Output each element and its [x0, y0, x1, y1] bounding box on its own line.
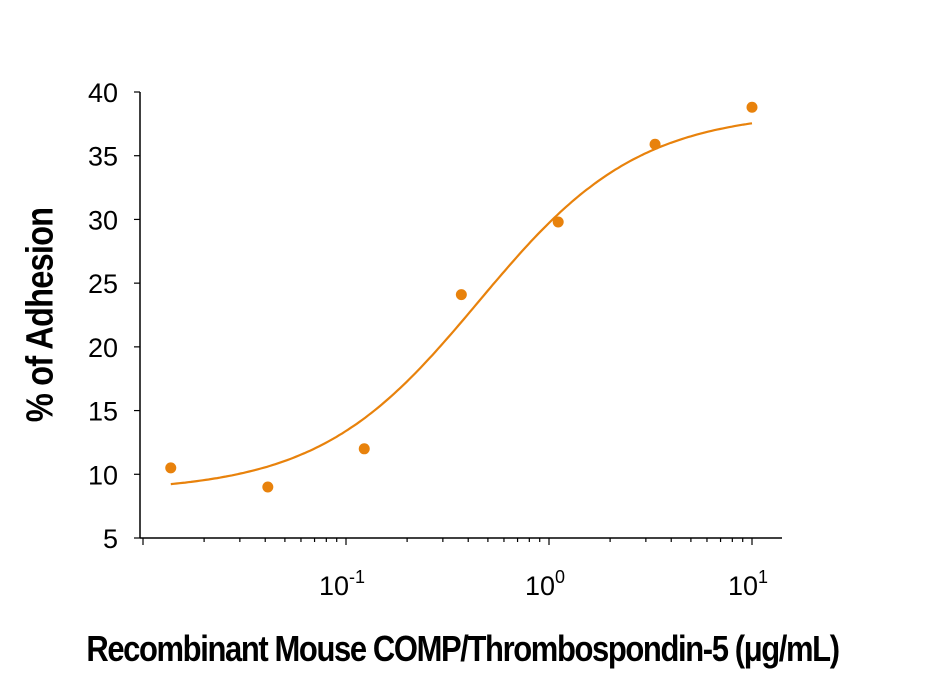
y-tick-label: 10 — [88, 460, 118, 490]
data-point — [649, 138, 661, 150]
y-tick-label: 15 — [88, 397, 118, 427]
data-point — [552, 216, 564, 228]
data-point — [746, 101, 758, 113]
y-tick-label: 5 — [103, 524, 118, 554]
x-axis: 10-1 100 101 — [140, 537, 782, 601]
x-tick-label: 10-1 — [319, 567, 365, 601]
data-point — [262, 481, 274, 493]
y-axis: 5 10 15 20 25 30 35 40 — [88, 78, 141, 554]
y-tick-label: 35 — [88, 142, 118, 172]
y-tick-label: 30 — [88, 205, 118, 235]
data-point — [358, 443, 370, 455]
data-points — [165, 101, 758, 493]
data-point — [455, 289, 467, 301]
x-tick-label: 101 — [728, 567, 768, 601]
y-axis-title: % of Adhesion — [19, 207, 62, 423]
data-point — [165, 462, 177, 474]
x-tick-label: 100 — [525, 567, 565, 601]
fit-curve — [170, 122, 753, 486]
y-tick-label: 40 — [88, 78, 118, 108]
y-tick-label: 25 — [88, 269, 118, 299]
x-axis-title: Recombinant Mouse COMP/Thrombospondin-5 … — [86, 628, 840, 669]
y-tick-label: 20 — [88, 333, 118, 363]
